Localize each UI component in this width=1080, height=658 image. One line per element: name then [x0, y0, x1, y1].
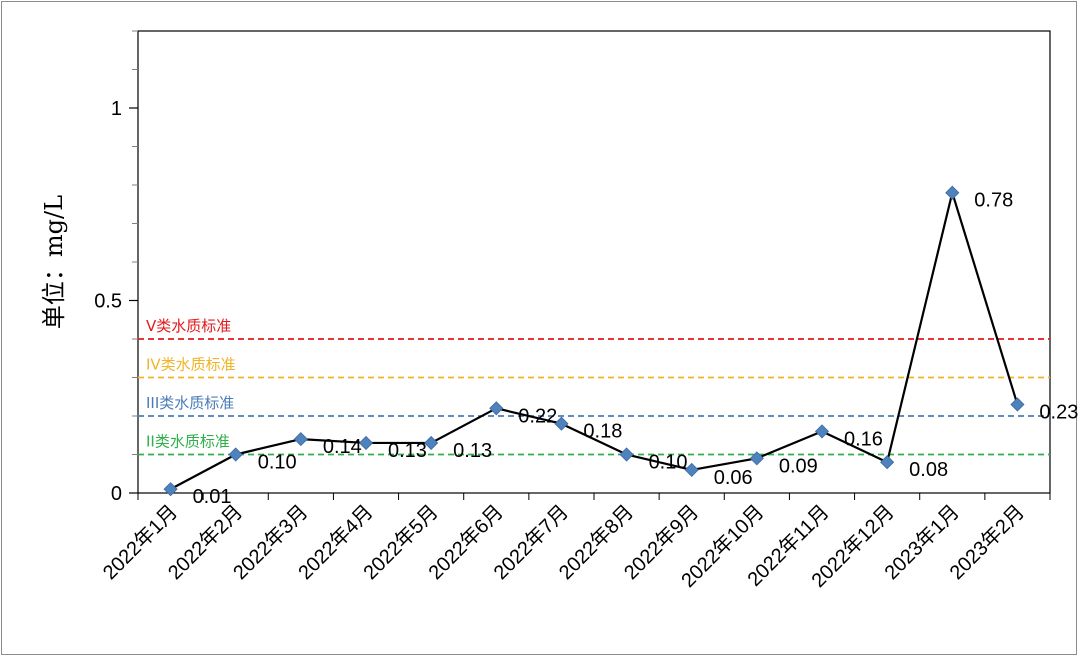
data-point-marker	[228, 447, 243, 462]
data-label: 0.16	[844, 428, 883, 450]
data-point-marker	[1010, 397, 1025, 412]
y-axis-label: 单位：mg/L	[40, 195, 68, 329]
data-point-marker	[554, 416, 569, 431]
data-label: 0.23	[1039, 401, 1078, 423]
reference-line-label: V类水质标准	[146, 317, 231, 335]
data-label: 0.13	[388, 440, 427, 462]
data-label: 0.18	[583, 421, 622, 443]
data-point-marker	[489, 401, 504, 416]
reference-line-label: IV类水质标准	[146, 356, 236, 374]
data-point-marker	[814, 424, 830, 439]
reference-line-label: II类水质标准	[146, 433, 230, 451]
y-tick-label: 1	[111, 98, 122, 120]
data-label: 0.10	[649, 452, 688, 474]
data-point-marker	[749, 451, 764, 466]
series-line	[170, 191, 1019, 491]
data-point-marker	[358, 435, 374, 451]
data-point-marker	[424, 435, 439, 451]
data-label: 0.09	[779, 455, 818, 477]
data-label: 0.78	[974, 190, 1013, 212]
data-point-marker	[293, 432, 308, 447]
data-point-marker	[684, 462, 699, 477]
data-point-marker	[945, 185, 960, 200]
y-tick-label: 0.5	[94, 291, 122, 313]
data-label: 0.06	[714, 467, 753, 489]
data-label: 0.22	[518, 405, 557, 427]
data-label: 0.14	[323, 436, 362, 458]
data-label: 0.01	[193, 486, 232, 508]
reference-line-label: III类水质标准	[146, 394, 234, 412]
data-label: 0.13	[453, 440, 492, 462]
data-label: 0.08	[909, 459, 948, 481]
data-point-marker	[163, 482, 178, 497]
data-label: 0.10	[258, 452, 297, 474]
data-point-marker	[880, 455, 895, 470]
data-point-marker	[619, 447, 634, 462]
y-tick-label: 0	[111, 483, 122, 505]
